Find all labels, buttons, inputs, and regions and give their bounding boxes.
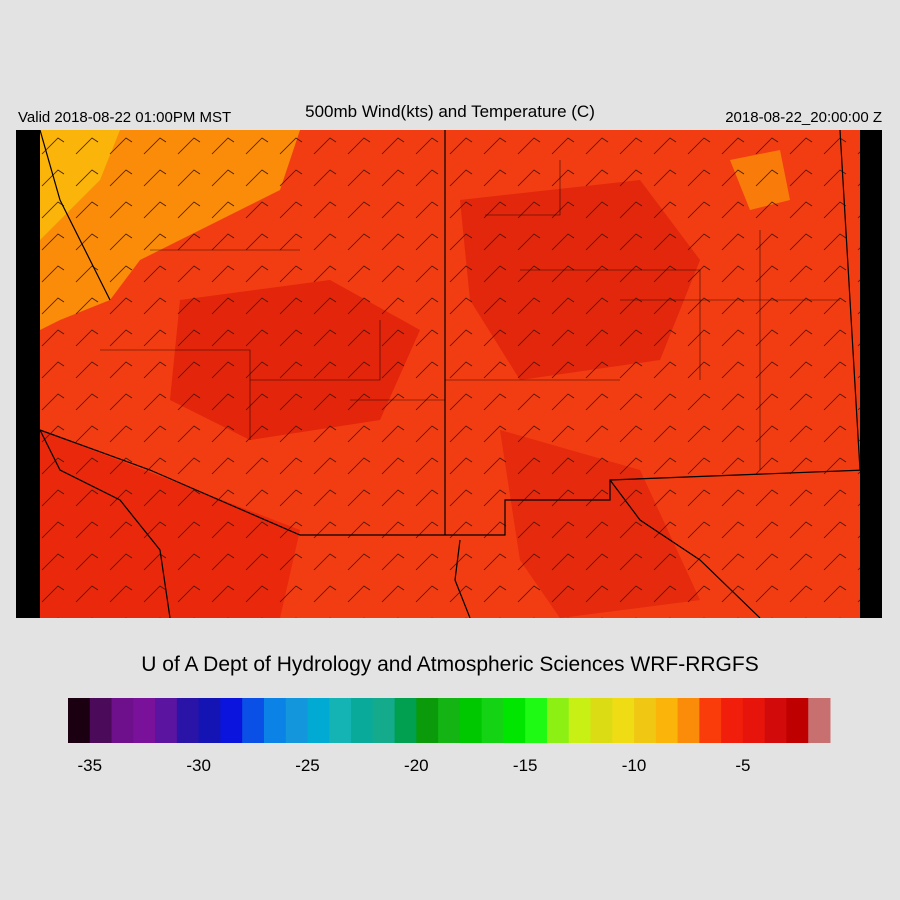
color-swatch (677, 698, 700, 743)
color-swatch (263, 698, 287, 743)
color-swatch (68, 698, 91, 743)
colorbar: -35 -30 -25 -20 -15 -10 -5 (68, 698, 831, 775)
color-swatch (590, 698, 613, 743)
color-swatch (721, 698, 744, 743)
map (16, 130, 882, 618)
color-swatch (699, 698, 722, 743)
state-borders (39, 130, 866, 618)
tick-label: -30 (186, 756, 211, 775)
color-swatch (394, 698, 417, 743)
tick-label: -20 (404, 756, 429, 775)
color-swatch (111, 698, 134, 743)
forecast-time: 2018-08-22_20:00:00 Z (725, 109, 882, 126)
color-swatch (155, 698, 178, 743)
color-swatch (176, 698, 200, 743)
color-swatch (742, 698, 766, 743)
county-borders (100, 160, 840, 470)
color-swatch (459, 698, 483, 743)
tick-label: -5 (735, 756, 750, 775)
color-swatch (481, 698, 504, 743)
color-swatch (503, 698, 526, 743)
color-swatch (655, 698, 679, 743)
color-swatch (416, 698, 439, 743)
color-swatch (634, 698, 657, 743)
color-swatch (786, 698, 809, 743)
color-swatch (307, 698, 330, 743)
color-swatch (612, 698, 635, 743)
color-swatch (568, 698, 592, 743)
color-swatch (220, 698, 243, 743)
color-swatch (285, 698, 308, 743)
color-swatch (351, 698, 374, 743)
credit: U of A Dept of Hydrology and Atmospheric… (141, 653, 758, 676)
tick-label: -15 (513, 756, 538, 775)
tick-label: -25 (295, 756, 320, 775)
color-swatch (198, 698, 221, 743)
color-swatch (525, 698, 548, 743)
color-swatch (764, 698, 787, 743)
color-swatch (133, 698, 156, 743)
map-title: 500mb Wind(kts) and Temperature (C) (305, 102, 595, 121)
tick-label: -35 (77, 756, 102, 775)
color-swatch (438, 698, 461, 743)
color-swatch (242, 698, 265, 743)
color-swatch (546, 698, 570, 743)
color-swatch (89, 698, 113, 743)
color-swatch (329, 698, 352, 743)
color-swatch (808, 698, 831, 743)
tick-label: -10 (622, 756, 647, 775)
valid-time: Valid 2018-08-22 01:00PM MST (18, 109, 231, 126)
color-swatch (372, 698, 396, 743)
